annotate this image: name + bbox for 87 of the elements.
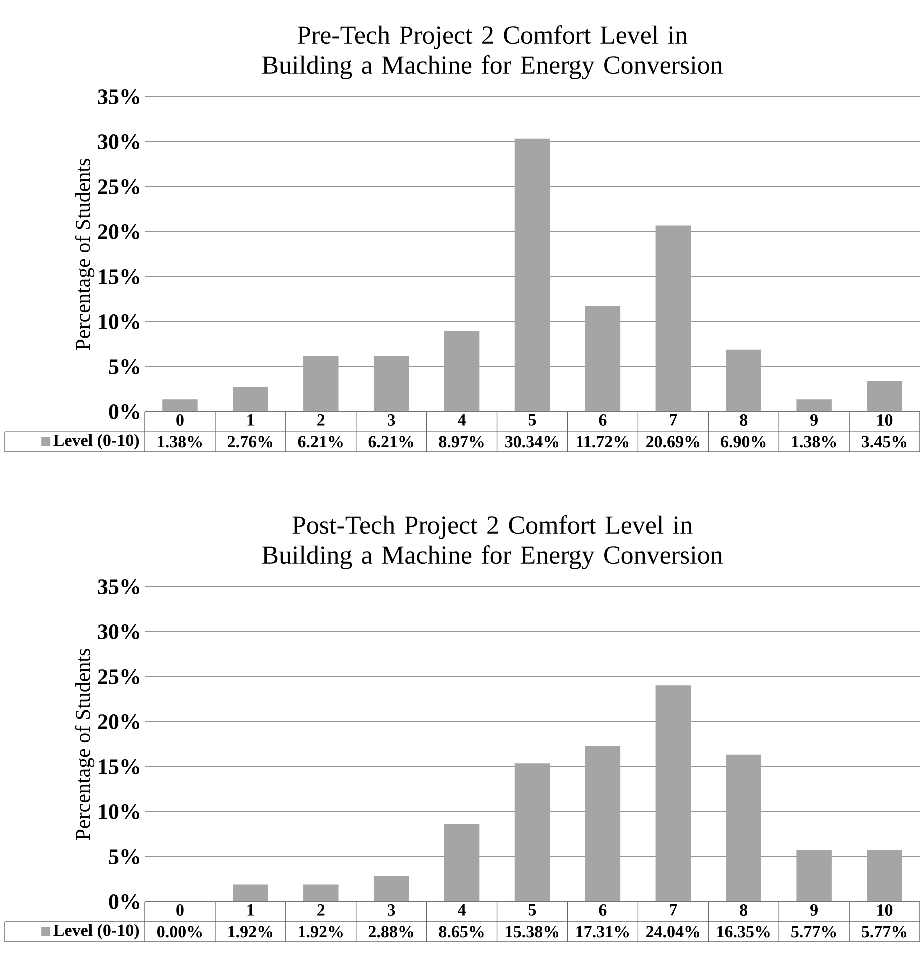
- bar: [726, 350, 762, 412]
- x-tick-label: 5: [528, 904, 536, 916]
- data-label: 17.31%: [576, 926, 629, 938]
- bar: [866, 380, 902, 412]
- y-tick-label: 15%: [99, 760, 140, 774]
- x-tick-label: 3: [388, 414, 396, 426]
- bar: [232, 387, 268, 412]
- bar: [726, 754, 762, 902]
- bar: [374, 356, 410, 412]
- x-tick-label: 4: [458, 414, 466, 426]
- y-tick-label: 30%: [98, 624, 140, 640]
- data-label: 24.04%: [646, 926, 700, 938]
- data-label: 20.69%: [646, 436, 700, 448]
- bar: [866, 850, 902, 902]
- data-label: 6.90%: [720, 436, 766, 448]
- x-tick-label: 5: [528, 414, 536, 426]
- bar: [585, 306, 620, 412]
- x-tick-label: 2: [317, 414, 324, 426]
- y-tick-label: 5%: [109, 360, 140, 374]
- bar: [162, 400, 198, 412]
- y-tick-label: 20%: [98, 714, 140, 730]
- y-tick-label: 15%: [99, 270, 140, 284]
- x-tick-label: 8: [740, 414, 748, 426]
- x-tick-label: 9: [810, 904, 818, 916]
- bar: [656, 226, 691, 412]
- x-tick-label: 4: [458, 904, 466, 916]
- x-tick-label: 10: [877, 904, 892, 916]
- bar: [514, 138, 550, 412]
- data-label: 1.38%: [792, 436, 836, 448]
- data-label: 11.72%: [576, 436, 628, 448]
- bar: [514, 764, 550, 902]
- data-label: 2.76%: [228, 436, 272, 448]
- x-tick-label: 7: [670, 904, 678, 916]
- data-label: 15.38%: [506, 926, 558, 938]
- data-label: 5.77%: [791, 926, 836, 938]
- x-tick-label: 7: [670, 414, 678, 426]
- bar: [303, 884, 339, 902]
- x-tick-label: 0: [176, 414, 184, 426]
- bar: [796, 400, 832, 412]
- bar: [444, 824, 480, 902]
- data-label: 2.88%: [368, 926, 414, 938]
- legend-label: Level (0-10): [54, 924, 139, 940]
- x-tick-label: 1: [248, 414, 254, 426]
- bar: [374, 876, 410, 902]
- y-tick-label: 10%: [99, 314, 140, 330]
- data-label: 3.45%: [862, 436, 906, 448]
- data-label: 5.77%: [862, 926, 906, 938]
- legend-label: Level (0-10): [54, 434, 139, 450]
- y-tick-label: 5%: [109, 850, 140, 864]
- y-tick-label: 20%: [98, 224, 140, 240]
- y-tick-label: 35%: [98, 580, 140, 594]
- y-tick-label: 0%: [109, 894, 140, 910]
- x-tick-label: 0: [176, 904, 184, 916]
- bar: [303, 356, 339, 412]
- y-tick-label: 35%: [98, 90, 140, 104]
- data-label: 16.35%: [717, 926, 770, 938]
- x-tick-label: 2: [317, 904, 324, 916]
- bar: [444, 331, 480, 412]
- data-label: 6.21%: [298, 436, 343, 448]
- data-label: 1.92%: [298, 926, 343, 938]
- x-tick-label: 6: [599, 414, 607, 426]
- data-label: 0.00%: [157, 926, 202, 938]
- y-axis-title: Percentage of Students: [75, 159, 94, 350]
- x-tick-label: 9: [810, 414, 818, 426]
- chart-title: Pre-Tech Project 2 Comfort Level in Building a Machine for Energy Conversion: [262, 26, 723, 80]
- data-label: 8.97%: [439, 436, 484, 448]
- bar: [585, 746, 620, 902]
- x-tick-label: 10: [877, 414, 892, 426]
- data-label: 1.92%: [228, 926, 272, 938]
- data-label: 6.21%: [368, 436, 414, 448]
- bar: [656, 686, 691, 902]
- y-tick-label: 30%: [98, 134, 140, 150]
- y-tick-label: 0%: [109, 404, 140, 420]
- data-label: 1.38%: [158, 436, 202, 448]
- y-tick-label: 25%: [98, 180, 140, 194]
- data-label: 30.34%: [505, 436, 558, 448]
- bar: [232, 884, 268, 902]
- data-label: 8.65%: [439, 926, 484, 938]
- y-axis-title: Percentage of Students: [75, 649, 94, 840]
- x-tick-label: 1: [248, 904, 254, 916]
- y-tick-label: 10%: [99, 804, 140, 820]
- x-tick-label: 3: [388, 904, 396, 916]
- x-tick-label: 6: [599, 904, 607, 916]
- x-tick-label: 8: [740, 904, 748, 916]
- y-tick-label: 25%: [98, 670, 140, 684]
- chart-title: Post-Tech Project 2 Comfort Level in Building a Machine for Energy Conversion: [262, 516, 723, 570]
- bar: [796, 850, 832, 902]
